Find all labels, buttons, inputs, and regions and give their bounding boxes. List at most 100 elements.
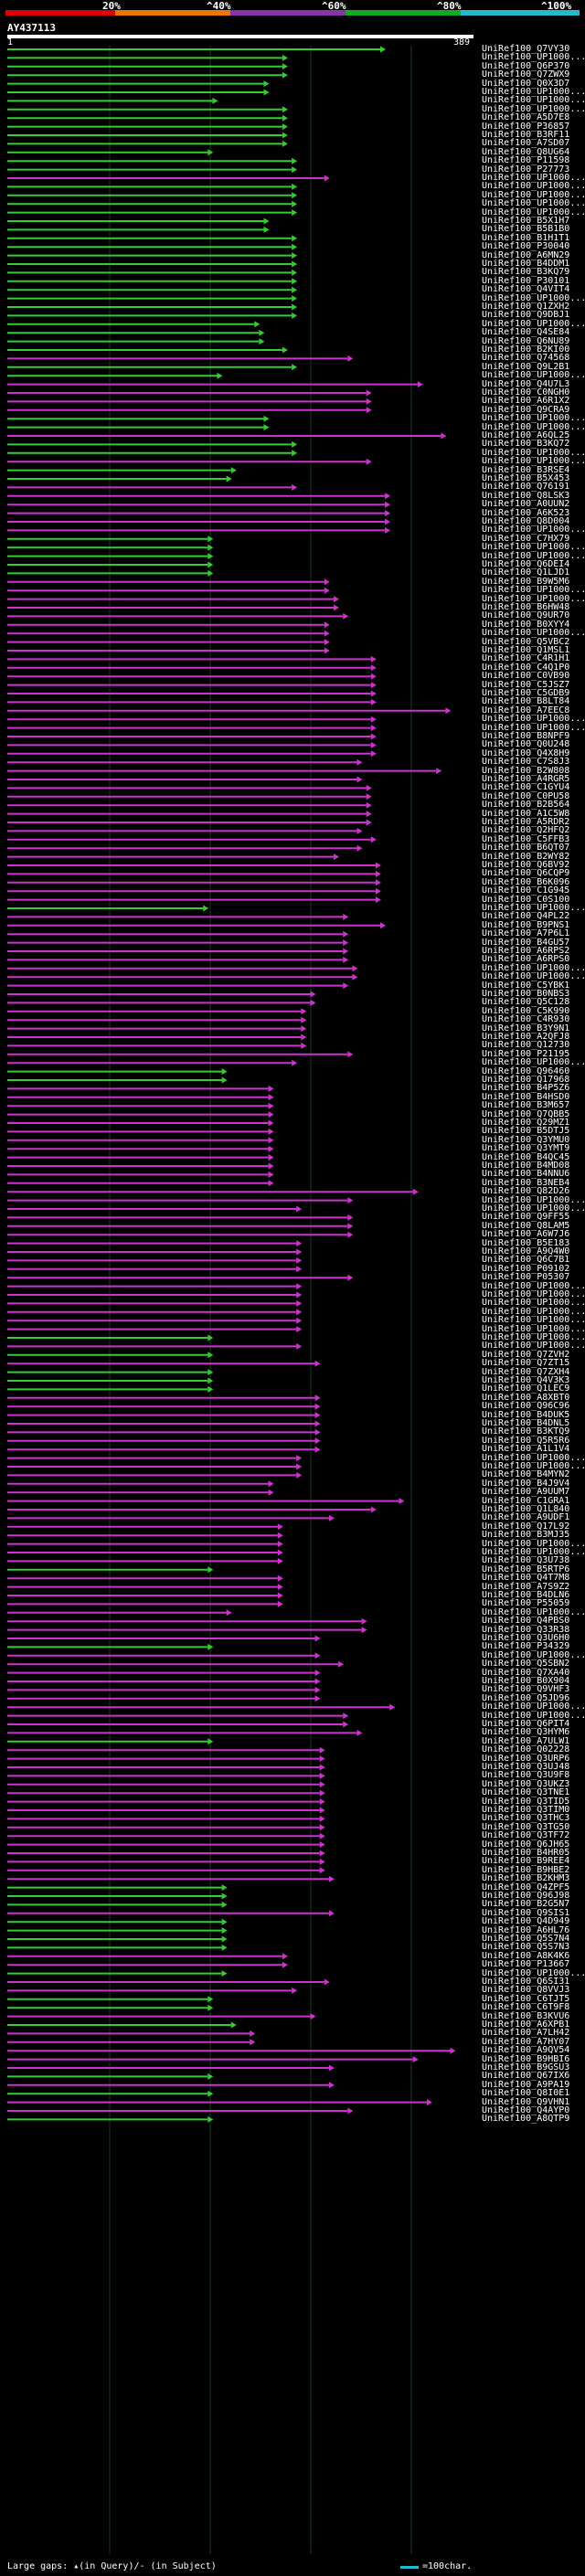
hit-label[interactable]: UniRef100_Q9CRA9 — [482, 404, 570, 415]
hit-label[interactable]: UniRef100_Q3URP6 — [482, 1753, 570, 1764]
hit-label[interactable]: UniRef100_UP1000... — [482, 593, 585, 604]
hit-label[interactable]: UniRef100_B3NEB4 — [482, 1177, 570, 1188]
hit-label[interactable]: UniRef100_B5B1B0 — [482, 224, 570, 235]
hit-label[interactable]: UniRef100_UP1000... — [482, 1332, 585, 1342]
hit-label[interactable]: UniRef100_UP1000... — [482, 413, 585, 424]
hit-label[interactable]: UniRef100_B4QC45 — [482, 1151, 570, 1162]
hit-label[interactable]: UniRef100_UP1000... — [482, 1341, 585, 1352]
hit-label[interactable]: UniRef100_Q3HYM6 — [482, 1727, 570, 1738]
hit-label[interactable]: UniRef100_A6K523 — [482, 507, 570, 518]
hit-label[interactable]: UniRef100_C6TJT5 — [482, 1993, 570, 2004]
hit-label[interactable]: UniRef100_A5D7E8 — [482, 112, 570, 123]
hit-label[interactable]: UniRef100_Q3TF72 — [482, 1830, 570, 1841]
hit-label[interactable]: UniRef100_A7EEC8 — [482, 705, 570, 716]
hit-label[interactable]: UniRef100_Q5VBC2 — [482, 636, 570, 647]
hit-label[interactable]: UniRef100_Q6P370 — [482, 60, 570, 71]
hit-label[interactable]: UniRef100_Q17L92 — [482, 1521, 570, 1532]
hit-label[interactable]: UniRef100_Q76191 — [482, 482, 570, 493]
hit-label[interactable]: UniRef100_UP1000... — [482, 173, 585, 183]
hit-label[interactable]: UniRef100_Q5SBN2 — [482, 1659, 570, 1670]
hit-label[interactable]: UniRef100_B4DNL5 — [482, 1418, 570, 1428]
hit-label[interactable]: UniRef100_UP1000... — [482, 181, 585, 192]
hit-label[interactable]: UniRef100_C5YBK1 — [482, 980, 570, 991]
hit-label[interactable]: UniRef100_A7SD07 — [482, 138, 570, 149]
hit-label[interactable]: UniRef100_UP1000... — [482, 198, 585, 209]
hit-label[interactable]: UniRef100_B5RTP6 — [482, 1564, 570, 1574]
hit-label[interactable]: UniRef100_Q3TID5 — [482, 1796, 570, 1807]
hit-label[interactable]: UniRef100_UP1000... — [482, 722, 585, 733]
hit-label[interactable]: UniRef100_C5FFB3 — [482, 833, 570, 844]
hit-label[interactable]: UniRef100_B6QT07 — [482, 843, 570, 853]
hit-label[interactable]: UniRef100_B3KQ79 — [482, 267, 570, 278]
hit-label[interactable]: UniRef100_C6T9F8 — [482, 2002, 570, 2013]
hit-label[interactable]: UniRef100_Q6JH65 — [482, 1839, 570, 1850]
hit-label[interactable]: UniRef100_P36857 — [482, 121, 570, 132]
hit-label[interactable]: UniRef100_Q7XA40 — [482, 1667, 570, 1678]
hit-label[interactable]: UniRef100_A8QTP9 — [482, 2114, 570, 2125]
hit-label[interactable]: UniRef100_Q0U248 — [482, 739, 570, 750]
hit-label[interactable]: UniRef100_B2B564 — [482, 800, 570, 811]
hit-label[interactable]: UniRef100_A6XPB1 — [482, 2019, 570, 2030]
hit-label[interactable]: UniRef100_A7ULW1 — [482, 1735, 570, 1746]
hit-label[interactable]: UniRef100_Q96J98 — [482, 1891, 570, 1901]
hit-label[interactable]: UniRef100_Q9SIS1 — [482, 1907, 570, 1918]
hit-label[interactable]: UniRef100_B2KHM3 — [482, 1873, 570, 1884]
hit-label[interactable]: UniRef100_C1G945 — [482, 885, 570, 896]
hit-label[interactable]: UniRef100_Q5JD96 — [482, 1692, 570, 1703]
hit-label[interactable]: UniRef100_B9HBE2 — [482, 1864, 570, 1875]
hit-label[interactable]: UniRef100_UP1000... — [482, 714, 585, 725]
hit-label[interactable]: UniRef100_UP1000... — [482, 1710, 585, 1721]
hit-label[interactable]: UniRef100_A0UUN2 — [482, 499, 570, 510]
hit-label[interactable]: UniRef100_UP1000... — [482, 318, 585, 329]
hit-label[interactable]: UniRef100_Q3YMU0 — [482, 1134, 570, 1145]
hit-label[interactable]: UniRef100_Q3YMT9 — [482, 1143, 570, 1154]
hit-label[interactable]: UniRef100_B4HR05 — [482, 1848, 570, 1858]
hit-label[interactable]: UniRef100_B1H1T1 — [482, 232, 570, 243]
hit-label[interactable]: UniRef100_Q9L2B1 — [482, 361, 570, 372]
hit-label[interactable]: UniRef100_A6QL25 — [482, 430, 570, 440]
hit-label[interactable]: UniRef100_Q74568 — [482, 353, 570, 364]
hit-label[interactable]: UniRef100_B2G5N7 — [482, 1899, 570, 1910]
hit-label[interactable]: UniRef100_A7LH42 — [482, 2028, 570, 2039]
hit-label[interactable]: UniRef100_UP1000... — [482, 207, 585, 217]
hit-label[interactable]: UniRef100_Q8D004 — [482, 516, 570, 526]
hit-label[interactable]: UniRef100_B8LT84 — [482, 696, 570, 707]
hit-label[interactable]: UniRef100_B2W808 — [482, 765, 570, 776]
hit-label[interactable]: UniRef100_A9PA19 — [482, 2079, 570, 2090]
hit-label[interactable]: UniRef100_B4DDM1 — [482, 259, 570, 269]
hit-label[interactable]: UniRef100_B3KQ72 — [482, 439, 570, 450]
hit-label[interactable]: UniRef100_Q1LJD1 — [482, 567, 570, 578]
hit-label[interactable]: UniRef100_Q7ZT15 — [482, 1358, 570, 1369]
hit-label[interactable]: UniRef100_UP1000... — [482, 447, 585, 458]
hit-label[interactable]: UniRef100_C5JSZ7 — [482, 679, 570, 690]
hit-label[interactable]: UniRef100_Q8UG64 — [482, 146, 570, 157]
hit-label[interactable]: UniRef100_C4R1H1 — [482, 653, 570, 664]
hit-label[interactable]: UniRef100_B4GU57 — [482, 937, 570, 948]
hit-label[interactable]: UniRef100_UP1000... — [482, 903, 585, 913]
hit-label[interactable]: UniRef100_Q9UR70 — [482, 610, 570, 621]
hit-label[interactable]: UniRef100_B9W5M6 — [482, 576, 570, 587]
hit-label[interactable]: UniRef100_B3M657 — [482, 1100, 570, 1111]
hit-label[interactable]: UniRef100_Q12730 — [482, 1040, 570, 1051]
hit-label[interactable]: UniRef100_Q4T7M8 — [482, 1573, 570, 1584]
hit-label[interactable]: UniRef100_Q7QBB5 — [482, 1108, 570, 1119]
hit-label[interactable]: UniRef100_B9HBI6 — [482, 2053, 570, 2064]
hit-label[interactable]: UniRef100_Q6BV92 — [482, 860, 570, 870]
hit-label[interactable]: UniRef100_UP1000... — [482, 189, 585, 200]
hit-label[interactable]: UniRef100_Q3TG50 — [482, 1821, 570, 1832]
hit-label[interactable]: UniRef100_UP1000... — [482, 95, 585, 106]
hit-label[interactable]: UniRef100_Q4AYP0 — [482, 2105, 570, 2115]
hit-label[interactable]: UniRef100_Q1MSL1 — [482, 645, 570, 655]
hit-label[interactable]: UniRef100_A7HY07 — [482, 2036, 570, 2047]
hit-label[interactable]: UniRef100_Q9VHN1 — [482, 2096, 570, 2107]
hit-label[interactable]: UniRef100_Q5C128 — [482, 997, 570, 1008]
hit-label[interactable]: UniRef100_Q29MZ1 — [482, 1118, 570, 1128]
hit-label[interactable]: UniRef100_B3KTQ9 — [482, 1426, 570, 1437]
hit-label[interactable]: UniRef100_UP1000... — [482, 1452, 585, 1463]
hit-label[interactable]: UniRef100_A5RDR2 — [482, 817, 570, 827]
hit-label[interactable]: UniRef100_B5X1H7 — [482, 216, 570, 226]
hit-label[interactable]: UniRef100_Q1L840 — [482, 1504, 570, 1514]
hit-label[interactable]: UniRef100_UP1000... — [482, 456, 585, 467]
hit-label[interactable]: UniRef100_Q1LEC9 — [482, 1383, 570, 1394]
hit-label[interactable]: UniRef100_A8XBT0 — [482, 1392, 570, 1403]
